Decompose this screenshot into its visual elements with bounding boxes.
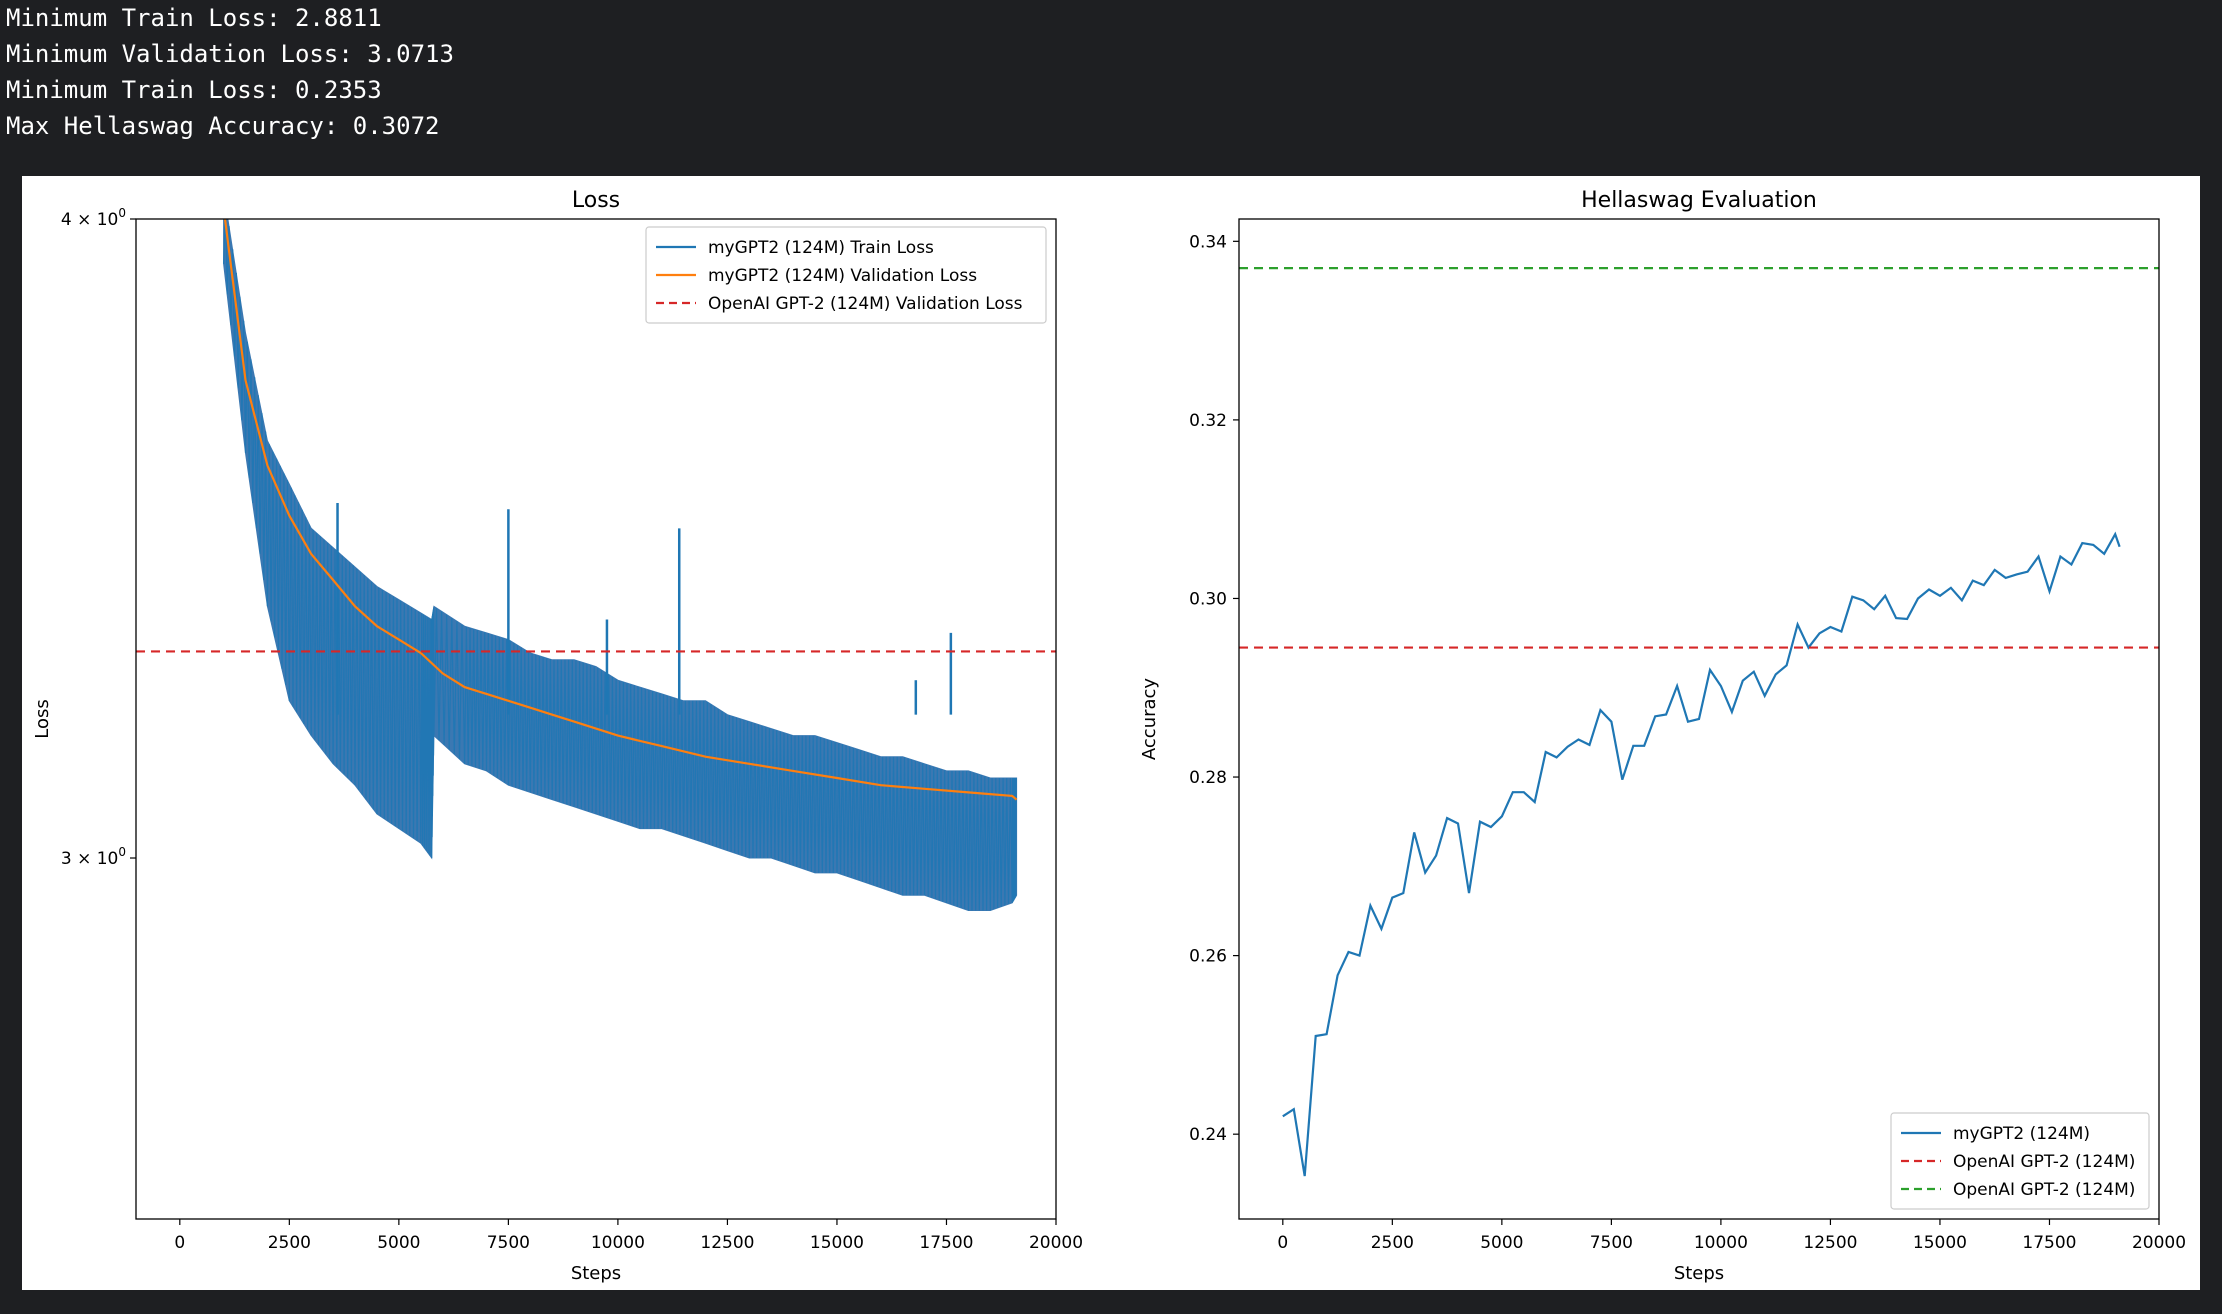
x-tick-label: 5000 — [377, 1233, 420, 1253]
legend-entry: myGPT2 (124M) Train Loss — [708, 238, 934, 258]
x-tick-label: 7500 — [487, 1233, 530, 1253]
x-tick-label: 15000 — [810, 1233, 864, 1253]
x-axis-label: Steps — [571, 1263, 621, 1284]
legend-entry: OpenAI GPT-2 (124M) Validation Loss — [708, 294, 1023, 314]
x-axis-label: Steps — [1674, 1263, 1724, 1284]
y-axis-label: Accuracy — [1139, 678, 1160, 761]
y-tick-label: 4 × 100 — [61, 206, 126, 230]
legend: myGPT2 (124M) OpenAI GPT-2 (124M) OpenAI G… — [1890, 1112, 2150, 1210]
x-tick-label: 7500 — [1590, 1233, 1633, 1253]
x-tick-label: 20000 — [2132, 1233, 2186, 1253]
console-line: Minimum Train Loss: 2.8811 — [6, 4, 382, 32]
y-tick-label: 0.26 — [1189, 947, 1227, 967]
chart-title: Hellaswag Evaluation — [1581, 188, 1817, 213]
x-tick-label: 12500 — [1803, 1233, 1857, 1253]
legend-box — [645, 226, 1047, 324]
y-tick-label: 0.34 — [1189, 232, 1227, 252]
y-axis-label: Loss — [32, 699, 53, 738]
legend-entry: myGPT2 (124M) — [1953, 1124, 2090, 1144]
console-line: Max Hellaswag Accuracy: 0.3072 — [6, 112, 440, 140]
y-tick-label: 3 × 100 — [61, 845, 126, 869]
mygpt2-accuracy-line — [1282, 531, 2121, 1177]
hellaswag-chart: Hellaswag Evaluation Steps Accuracy 0 2500 50… — [1139, 188, 2186, 1284]
legend-entry: OpenAI GPT-2 (124M) — [1953, 1152, 2135, 1172]
x-tick-label: 12500 — [700, 1233, 754, 1253]
loss-plot-area — [136, 219, 1056, 911]
validation-loss-line — [223, 219, 1018, 801]
x-tick-label: 0 — [1277, 1233, 1288, 1253]
x-tick-label: 10000 — [1694, 1233, 1748, 1253]
console-output: Minimum Train Loss: 2.8811 Minimum Valid… — [6, 0, 454, 144]
x-tick-label: 10000 — [591, 1233, 645, 1253]
chart-title: Loss — [572, 188, 620, 213]
y-tick-label: 0.28 — [1189, 768, 1227, 788]
legend-box — [1890, 1112, 2150, 1210]
legend-entry: OpenAI GPT-2 (124M) — [1953, 1180, 2135, 1200]
figure-svg: Loss Steps Loss 0 2500 5000 7500 10000 12500 1500… — [32, 188, 2186, 1284]
legend-entry: myGPT2 (124M) Validation Loss — [708, 266, 977, 286]
x-tick-label: 5000 — [1480, 1233, 1523, 1253]
x-tick-label: 0 — [174, 1233, 185, 1253]
x-tick-label: 17500 — [919, 1233, 973, 1253]
x-tick-label: 15000 — [1913, 1233, 1967, 1253]
console-line: Minimum Validation Loss: 3.0713 — [6, 40, 454, 68]
loss-chart: Loss Steps Loss 0 2500 5000 7500 10000 12500 1500… — [32, 188, 1083, 1284]
console-line: Minimum Train Loss: 0.2353 — [6, 76, 382, 104]
y-tick-label: 0.30 — [1189, 589, 1227, 609]
legend: myGPT2 (124M) Train Loss myGPT2 (124M) Va… — [645, 226, 1047, 324]
figure: Loss Steps Loss 0 2500 5000 7500 10000 12500 1500… — [22, 176, 2200, 1290]
y-tick-label: 0.24 — [1189, 1125, 1227, 1145]
x-tick-label: 20000 — [1029, 1233, 1083, 1253]
y-tick-label: 0.32 — [1189, 411, 1227, 431]
x-tick-label: 2500 — [1371, 1233, 1414, 1253]
plot-frame — [1238, 218, 2160, 1220]
x-tick-label: 17500 — [2022, 1233, 2076, 1253]
x-tick-label: 2500 — [268, 1233, 311, 1253]
hellaswag-plot-area — [1239, 267, 2159, 1177]
train-loss-line — [223, 219, 1017, 911]
plot-frame — [135, 218, 1057, 1220]
